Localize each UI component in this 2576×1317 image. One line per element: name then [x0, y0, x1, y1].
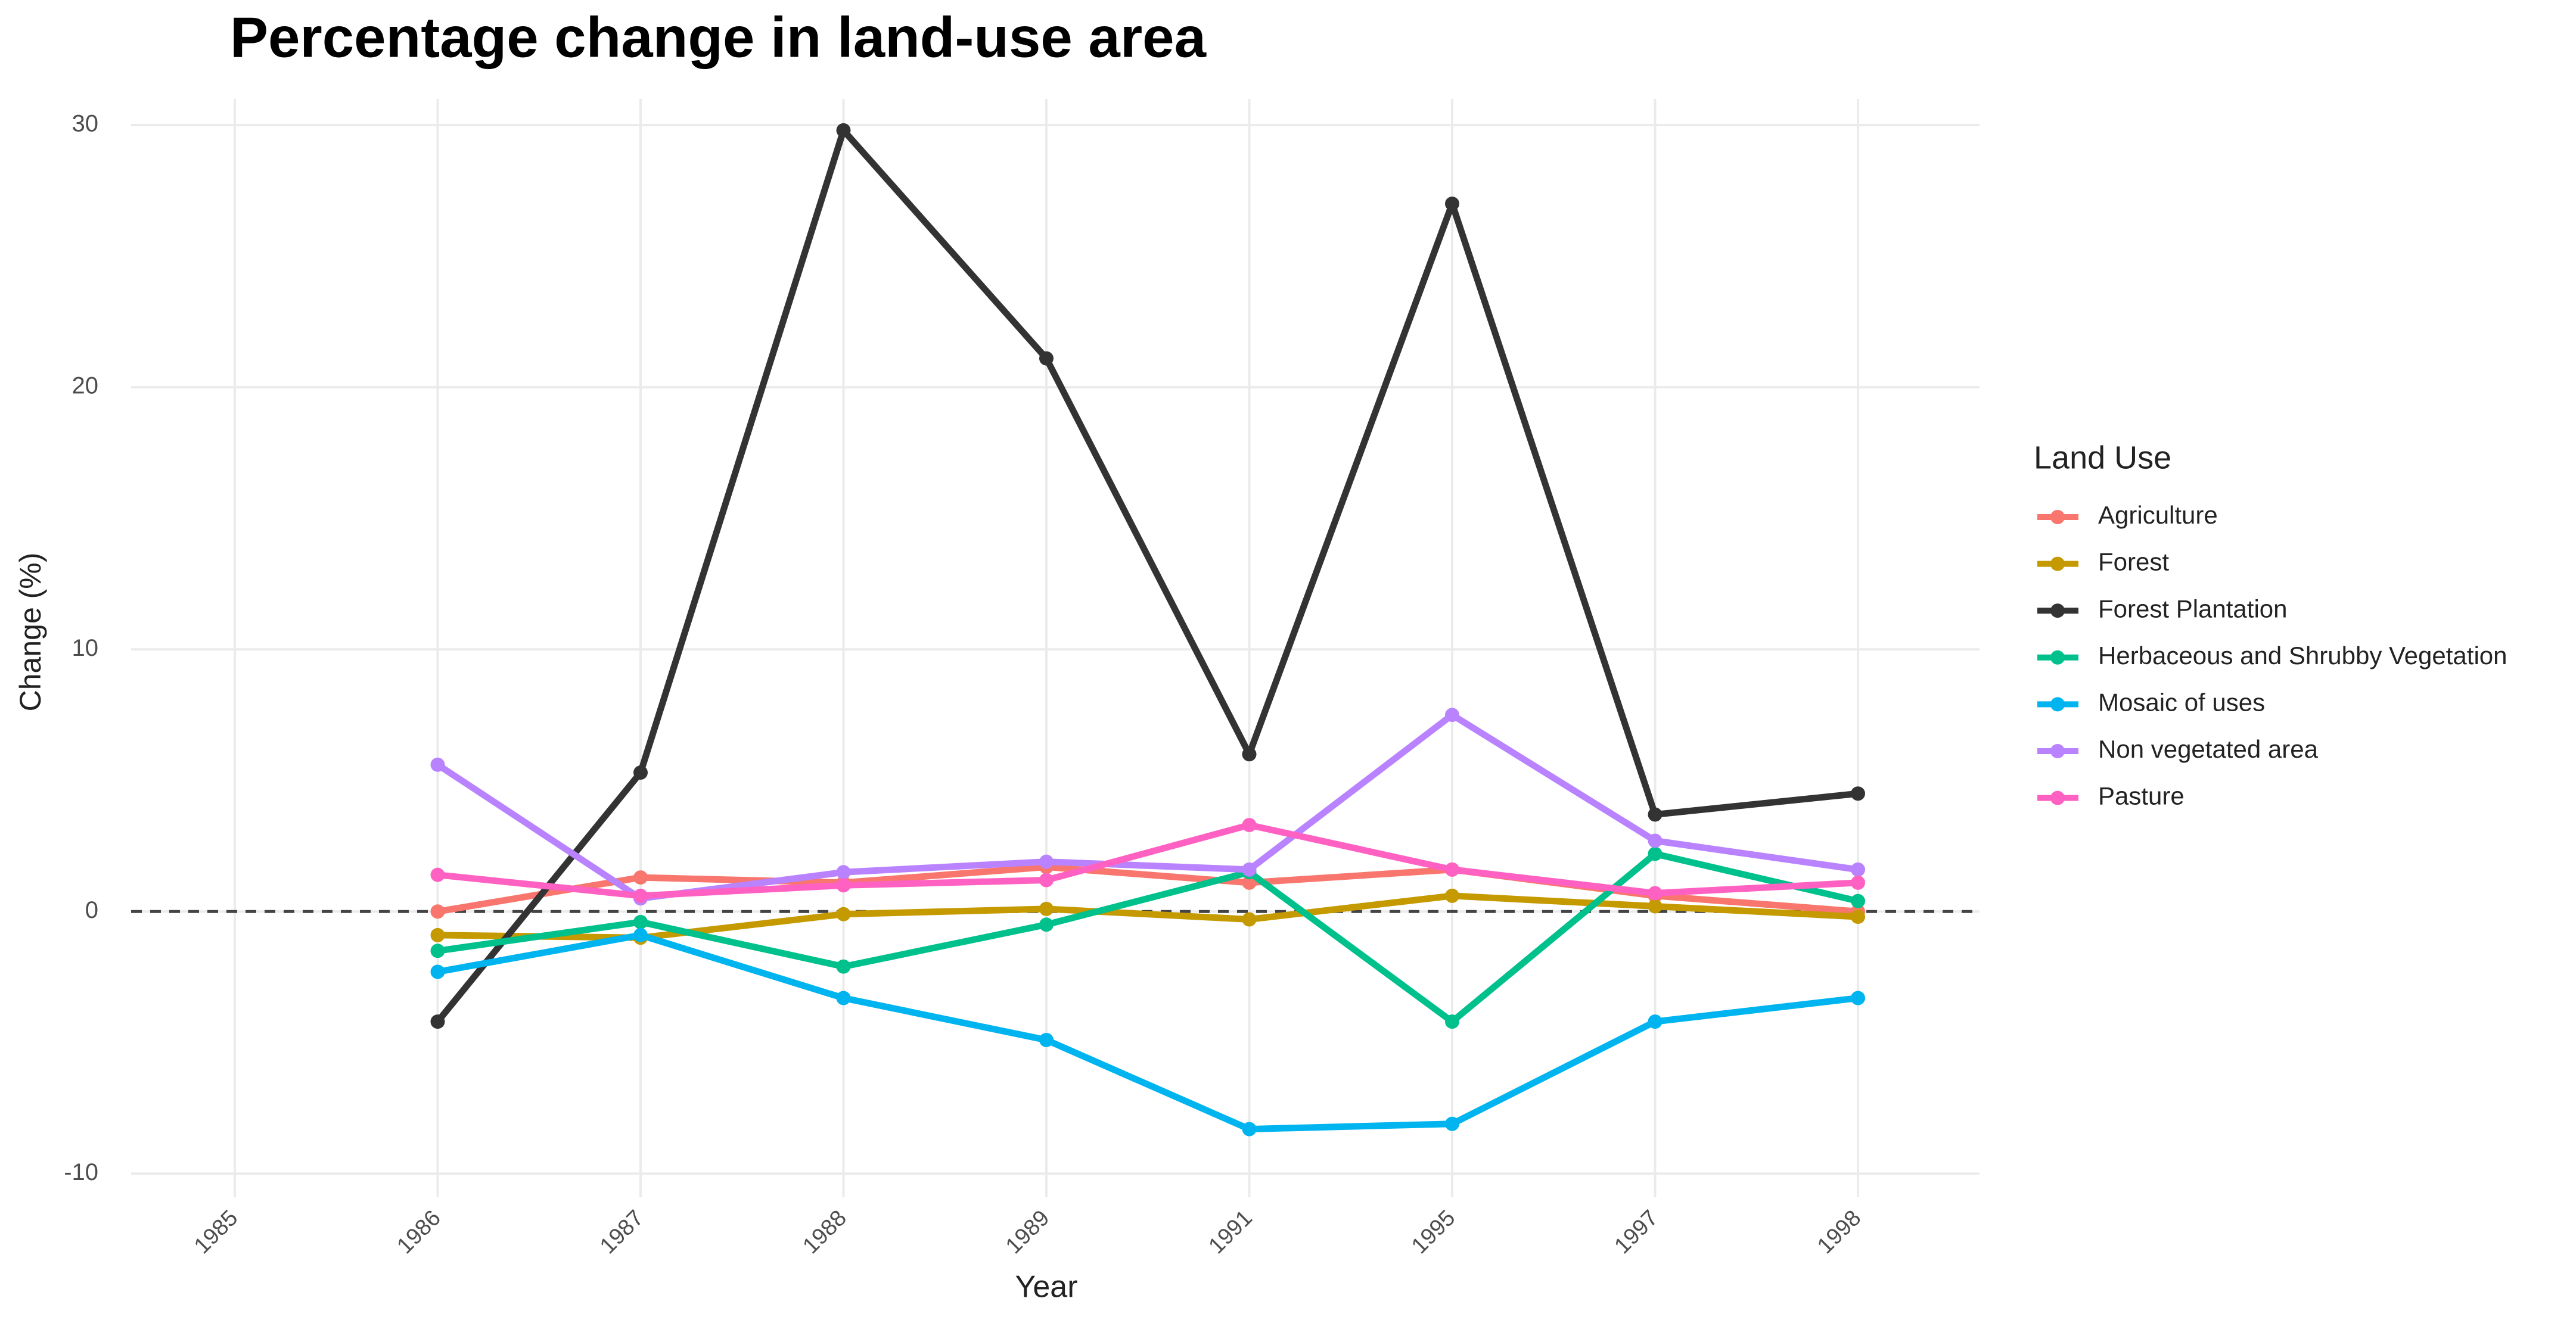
data-point	[430, 944, 445, 958]
legend-key-point	[2050, 697, 2065, 712]
x-axis-label: Year	[1015, 1270, 1077, 1304]
data-point	[430, 927, 445, 942]
data-point	[1242, 875, 1257, 890]
y-axis-label: Change (%)	[14, 553, 47, 712]
legend-label: Agriculture	[2098, 501, 2218, 529]
data-point	[836, 123, 851, 138]
data-point	[633, 927, 648, 942]
x-tick-label: 1998	[1813, 1206, 1866, 1259]
data-point	[1851, 786, 1865, 801]
x-tick-label: 1987	[595, 1206, 648, 1259]
legend-key-point	[2050, 556, 2065, 571]
series-line	[437, 932, 1859, 1133]
series	[430, 818, 1865, 903]
data-point	[1851, 910, 1865, 924]
data-point	[1445, 708, 1459, 723]
data-point	[1039, 854, 1054, 869]
series-line	[435, 127, 1859, 1024]
legend-label: Forest	[2098, 548, 2169, 576]
data-point	[1445, 1014, 1459, 1029]
y-tick-label: -10	[64, 1159, 98, 1185]
data-point	[430, 904, 445, 919]
series	[430, 846, 1865, 1029]
data-point	[430, 1014, 445, 1029]
data-point	[430, 867, 445, 882]
x-tick-label: 1995	[1407, 1206, 1460, 1259]
data-point	[1242, 747, 1257, 762]
data-point	[1648, 807, 1663, 822]
data-point	[1242, 862, 1257, 877]
data-point	[1445, 1116, 1459, 1131]
series	[430, 123, 1865, 1029]
data-point	[1648, 886, 1663, 901]
data-point	[1039, 351, 1054, 366]
data-point	[633, 870, 648, 885]
x-tick-label: 1991	[1204, 1206, 1257, 1259]
y-tick-label: 0	[85, 897, 98, 923]
series	[430, 927, 1865, 1137]
chart-title: Percentage change in land-use area	[230, 5, 1207, 69]
data-point	[1039, 901, 1054, 916]
y-tick-label: 30	[72, 111, 99, 137]
data-point	[1648, 833, 1663, 848]
x-tick-label: 1989	[1001, 1206, 1054, 1259]
series-line	[437, 892, 1859, 941]
series	[430, 888, 1865, 945]
data-point	[1445, 197, 1459, 211]
data-point	[1039, 917, 1054, 932]
data-point	[1242, 818, 1257, 833]
data-point	[836, 959, 851, 974]
grid	[131, 99, 1980, 1197]
y-tick-label: 10	[72, 635, 99, 661]
data-point	[1445, 862, 1459, 877]
y-tick-label: 20	[72, 373, 99, 399]
legend-key-point	[2050, 790, 2065, 805]
legend-key-point	[2050, 650, 2065, 665]
data-point	[633, 765, 648, 780]
data-point	[430, 964, 445, 979]
data-point	[1039, 873, 1054, 888]
data-point	[1648, 846, 1663, 861]
data-point	[633, 914, 648, 929]
legend-key-point	[2050, 510, 2065, 524]
legend-label: Herbaceous and Shrubby Vegetation	[2098, 642, 2507, 670]
data-point	[836, 991, 851, 1005]
data-point	[1242, 912, 1257, 927]
data-point	[1039, 1032, 1054, 1047]
legend: Agriculture Forest Forest Plantation Herbac…	[2037, 501, 2507, 810]
x-tick-label: 1986	[392, 1206, 445, 1259]
data-point	[1445, 888, 1459, 903]
legend-title: Land Use	[2034, 440, 2171, 475]
data-point	[836, 878, 851, 893]
legend-label: Non vegetated area	[2098, 735, 2319, 763]
data-point	[1851, 862, 1865, 877]
data-point	[836, 865, 851, 880]
data-point	[633, 888, 648, 903]
data-point	[1242, 1122, 1257, 1137]
data-point	[430, 757, 445, 772]
data-point	[1648, 899, 1663, 914]
legend-key-point	[2050, 744, 2065, 758]
data-point	[1648, 1014, 1663, 1029]
series-line	[437, 821, 1859, 899]
x-tick-label: 1997	[1609, 1206, 1663, 1259]
legend-key-point	[2050, 603, 2065, 618]
x-tick-label: 1985	[189, 1206, 243, 1259]
data-point	[1851, 991, 1865, 1005]
legend-label: Pasture	[2098, 782, 2185, 810]
data-point	[836, 907, 851, 921]
data-point	[1851, 893, 1865, 908]
series-line	[437, 850, 1859, 1025]
x-tick-label: 1988	[798, 1206, 851, 1259]
legend-label: Forest Plantation	[2098, 594, 2288, 622]
data-point	[1851, 875, 1865, 890]
legend-label: Mosaic of uses	[2098, 688, 2265, 716]
